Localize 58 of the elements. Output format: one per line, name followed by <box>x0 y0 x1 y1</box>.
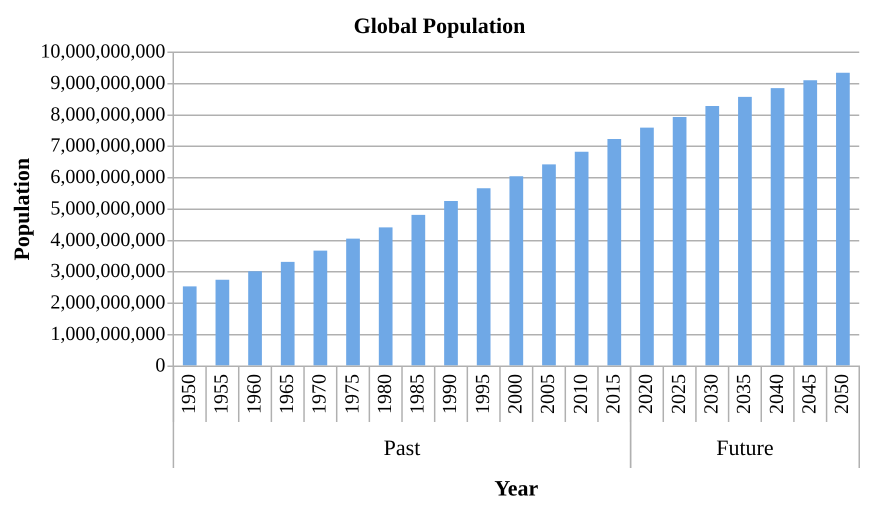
x-tick-label: 2040 <box>766 374 788 414</box>
y-tick-label: 9,000,000,000 <box>50 72 166 94</box>
bar <box>640 128 654 366</box>
bar <box>314 250 328 366</box>
bar <box>738 96 752 366</box>
y-tick-label: 7,000,000,000 <box>50 134 166 157</box>
chart-title: Global Population <box>354 12 526 38</box>
text: Past <box>384 434 420 460</box>
bar <box>705 106 720 366</box>
bar <box>509 176 524 366</box>
y-tick-label: 5,000,000,000 <box>50 197 166 220</box>
bar <box>770 88 784 366</box>
x-tick-label: 2005 <box>537 374 560 414</box>
y-tick-label: 8,000,000,000 <box>50 103 166 126</box>
x-tick-label: 2035 <box>733 374 756 414</box>
x-tick-label: 1975 <box>341 374 364 414</box>
bar <box>542 164 556 366</box>
y-tick-label: 1,000,000,000 <box>50 322 166 345</box>
y-tick-label: 0 <box>155 354 166 376</box>
bar <box>346 238 360 366</box>
bar <box>378 227 393 366</box>
x-tick-label: 1955 <box>210 374 233 414</box>
bar <box>574 152 588 366</box>
x-tick-label: 2010 <box>570 374 592 414</box>
x-tick-label: 2050 <box>831 374 854 414</box>
x-tick-label: 1980 <box>374 374 396 414</box>
bar <box>411 214 426 366</box>
y-tick-label: 10,000,000,000 <box>40 40 166 63</box>
y-tick-label: 6,000,000,000 <box>50 166 166 188</box>
bar <box>476 188 491 366</box>
x-tick-label: 2045 <box>798 374 820 414</box>
y-tick-label: 2,000,000,000 <box>50 292 166 314</box>
bar <box>248 271 262 366</box>
bar <box>216 280 230 366</box>
x-tick-label: 1985 <box>406 374 429 414</box>
y-tick-label: 4,000,000,000 <box>50 228 166 251</box>
y-axis-title: Population <box>8 158 34 261</box>
text: Future <box>716 434 774 460</box>
bar <box>607 138 622 366</box>
x-tick-label: 1970 <box>308 374 331 414</box>
bar <box>444 201 458 366</box>
x-axis-title: Year <box>494 476 539 501</box>
x-tick-label: 1995 <box>472 374 494 414</box>
x-tick-label: 2020 <box>635 374 658 414</box>
x-tick-label: 1965 <box>276 374 298 414</box>
bar <box>280 262 295 366</box>
bar <box>672 117 686 366</box>
x-tick-label: 1990 <box>439 374 462 414</box>
bar <box>836 72 850 366</box>
x-tick-label: 2000 <box>504 374 527 414</box>
y-tick-label: 3,000,000,000 <box>50 260 166 282</box>
x-tick-label: 1950 <box>178 374 200 414</box>
bar <box>182 286 197 366</box>
x-tick-label: 1960 <box>243 374 266 414</box>
x-tick-label: 2015 <box>602 374 625 414</box>
bar <box>803 80 818 366</box>
x-tick-label: 2025 <box>668 374 690 414</box>
x-tick-label: 2030 <box>700 374 723 414</box>
